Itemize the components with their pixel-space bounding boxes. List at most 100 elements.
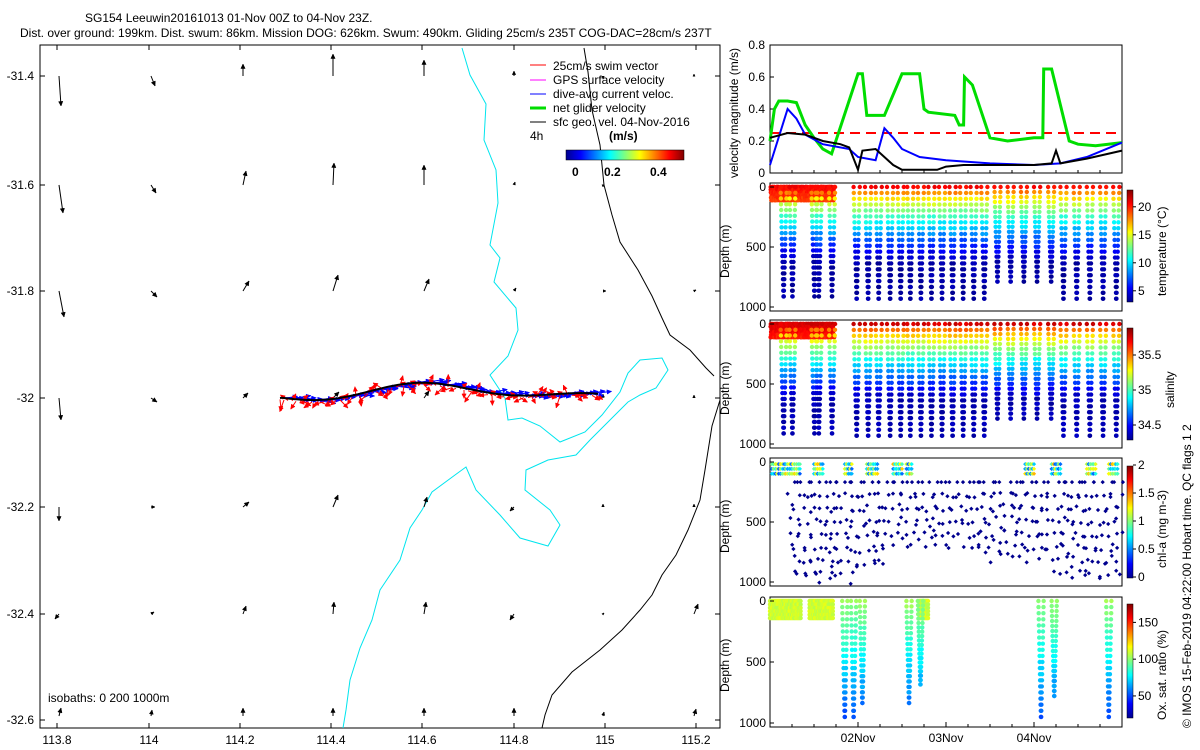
section-point — [873, 321, 878, 327]
section-point — [1063, 214, 1069, 219]
section-point — [993, 234, 999, 239]
time-x-tick-label: 03Nov — [929, 731, 964, 745]
section-point — [831, 373, 836, 378]
section-point — [953, 321, 958, 327]
section-point — [1098, 214, 1104, 219]
section-point — [1072, 208, 1077, 213]
section-point — [952, 351, 958, 356]
section-point — [1112, 519, 1117, 524]
section-point — [961, 267, 967, 272]
section-point — [974, 190, 979, 196]
section-point — [1044, 494, 1050, 500]
section-point — [1066, 507, 1071, 512]
section-point — [952, 357, 957, 362]
section-point — [867, 492, 872, 497]
section-point — [818, 213, 824, 218]
section-point — [1099, 374, 1104, 380]
section-point — [942, 339, 947, 344]
section-point — [931, 374, 936, 380]
section-point — [1099, 231, 1104, 237]
section-point — [896, 220, 901, 225]
section-point — [788, 236, 793, 241]
section-point — [1009, 401, 1014, 406]
section-point — [874, 351, 879, 356]
section-point — [852, 659, 858, 665]
section-point — [864, 243, 869, 248]
section-point — [969, 237, 975, 243]
legend-colorbar-tick-1: 0.2 — [604, 165, 621, 179]
section-point — [1062, 273, 1067, 278]
section-point — [844, 623, 850, 628]
section-point — [1085, 220, 1090, 225]
swim-vector-head — [478, 392, 485, 398]
section-point — [921, 351, 926, 356]
section-point — [1090, 184, 1096, 190]
section-point — [782, 414, 787, 419]
section-point — [1114, 421, 1119, 427]
section-point — [961, 433, 966, 438]
section-point — [793, 196, 798, 201]
section-point — [921, 333, 926, 338]
section-point — [827, 339, 832, 344]
section-point — [995, 269, 1001, 274]
section-point — [1010, 214, 1015, 220]
section-point — [840, 641, 846, 646]
geo-vector-head — [330, 53, 336, 59]
geo-vector-head — [421, 59, 427, 65]
section-point — [1061, 278, 1067, 284]
section-point — [819, 207, 824, 213]
section-point — [1116, 220, 1121, 225]
section-point — [905, 345, 911, 350]
map-y-tick-label: -32.6 — [7, 713, 35, 727]
section-point — [888, 404, 894, 409]
section-point — [782, 265, 787, 270]
section-point — [1024, 184, 1030, 190]
section-point — [861, 647, 867, 652]
section-point — [951, 534, 956, 539]
section-point — [792, 339, 798, 344]
section-point — [1116, 345, 1121, 350]
section-point — [853, 617, 858, 622]
section-point — [1045, 321, 1051, 327]
section-point — [814, 373, 820, 378]
section-point — [1075, 404, 1080, 409]
section-point — [830, 598, 835, 604]
section-point — [817, 408, 822, 413]
swim-vector-head — [330, 400, 336, 406]
section-point — [1072, 345, 1077, 350]
section-point — [937, 333, 942, 338]
section-point — [791, 379, 797, 384]
section-point — [992, 189, 997, 195]
section-point — [857, 196, 862, 201]
section-point — [1108, 647, 1113, 652]
section-point — [953, 519, 958, 524]
section-point — [874, 380, 880, 385]
section-point — [963, 345, 968, 350]
section-point — [885, 351, 890, 356]
section-point — [982, 427, 987, 432]
section-point — [953, 184, 958, 190]
section-point — [905, 636, 910, 641]
section-point — [1085, 345, 1090, 350]
section-point — [1023, 209, 1029, 215]
section-point — [833, 573, 838, 578]
section-point — [1058, 208, 1064, 213]
section-point — [1011, 321, 1016, 327]
section-point — [1008, 416, 1013, 421]
section-point — [1112, 374, 1117, 380]
velocity-series-line-0 — [768, 67, 1123, 156]
section-point — [1031, 505, 1036, 511]
section-point — [991, 479, 996, 485]
section-point — [889, 368, 895, 374]
colorbar-tick-label: 35 — [1138, 383, 1152, 397]
section-point — [1021, 274, 1027, 279]
section-point — [996, 239, 1002, 244]
section-point — [849, 508, 855, 513]
section-point — [1115, 471, 1120, 476]
section-point — [1023, 366, 1028, 371]
geo-vector-head — [150, 611, 155, 616]
section-point — [1098, 351, 1104, 356]
section-point — [864, 374, 869, 380]
section-point — [814, 213, 819, 218]
section-point — [885, 327, 890, 333]
